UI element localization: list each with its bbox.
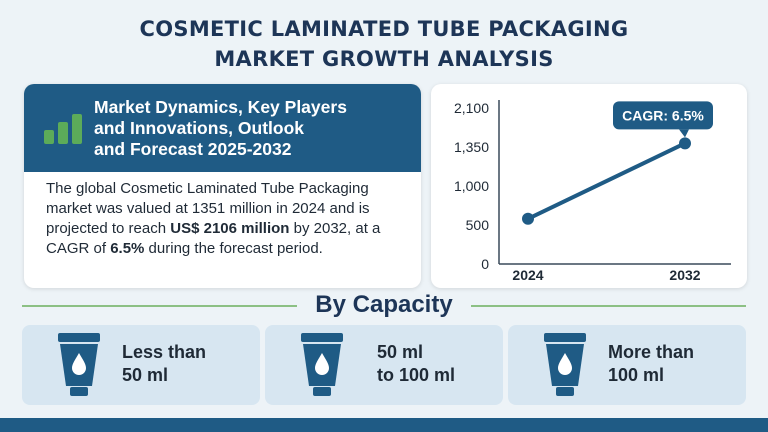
capacity-heading: By Capacity bbox=[315, 291, 453, 318]
y-tick-label: 1,350 bbox=[454, 139, 489, 155]
cagr-callout-box bbox=[613, 101, 713, 130]
page-title-line-2: MARKET GROWTH ANALYSIS bbox=[214, 47, 554, 71]
section-divider-left bbox=[22, 305, 297, 307]
capacity-label-line-2: 100 ml bbox=[608, 365, 665, 385]
summary-heading-line-1: Market Dynamics, Key Players bbox=[94, 97, 347, 117]
capacity-label-line-2: 50 ml bbox=[122, 365, 169, 385]
capacity-label-large: More than 100 ml bbox=[608, 341, 694, 387]
summary-card: Market Dynamics, Key Players and Innovat… bbox=[24, 84, 421, 288]
cosmetic-tube-icon bbox=[544, 333, 586, 396]
summary-text-2: million in 2024 and is projected to reac… bbox=[46, 200, 370, 237]
cosmetic-tube-icon bbox=[301, 333, 343, 396]
cagr-callout-label: CAGR: 6.5% bbox=[622, 107, 704, 123]
valuation-2032: US$ 2106 million bbox=[170, 220, 290, 237]
capacity-label-line-1: Less than bbox=[122, 342, 207, 362]
y-tick-label: 1,000 bbox=[454, 178, 489, 194]
y-tick-label: 0 bbox=[481, 256, 489, 272]
growth-line-chart: 0 500 1,000 1,350 2,100 2024 2032 CAGR: 6.5% bbox=[454, 100, 731, 283]
capacity-segment-medium: 50 ml to 100 ml bbox=[265, 325, 503, 405]
footer-bar bbox=[0, 418, 768, 432]
summary-heading-line-3: and Forecast 2025-2032 bbox=[94, 139, 292, 159]
capacity-segment-large: More than 100 ml bbox=[508, 325, 746, 405]
cosmetic-tube-icon bbox=[58, 333, 100, 396]
capacity-segment-small: Less than 50 ml bbox=[22, 325, 260, 405]
summary-text-4: during the forecast period. bbox=[144, 240, 323, 257]
valuation-2024: 1351 bbox=[191, 200, 226, 217]
cagr-callout-pointer bbox=[679, 129, 689, 138]
y-tick-label: 500 bbox=[466, 217, 490, 233]
summary-text-3: by 2032, at a CAGR of bbox=[46, 220, 381, 257]
cagr-value: 6.5% bbox=[110, 240, 145, 257]
bar-chart-icon bbox=[44, 114, 82, 144]
data-point bbox=[679, 137, 691, 150]
x-tick-label: 2032 bbox=[669, 267, 700, 283]
summary-text-1: The global Cosmetic Laminated Tube Packa… bbox=[46, 180, 369, 217]
section-divider-right bbox=[471, 305, 746, 307]
capacity-label-line-1: 50 ml bbox=[377, 342, 424, 362]
capacity-label-line-2: to 100 ml bbox=[377, 365, 456, 385]
summary-card-header: Market Dynamics, Key Players and Innovat… bbox=[24, 84, 421, 172]
page-title: COSMETIC LAMINATED TUBE PACKAGING MARKET… bbox=[0, 14, 768, 74]
capacity-label-medium: 50 ml to 100 ml bbox=[377, 341, 455, 387]
page-title-line-1: COSMETIC LAMINATED TUBE PACKAGING bbox=[139, 17, 629, 41]
summary-paragraph: The global Cosmetic Laminated Tube Packa… bbox=[46, 179, 411, 259]
series-line bbox=[526, 141, 687, 221]
summary-heading-line-2: and Innovations, Outlook bbox=[94, 118, 304, 138]
growth-chart-card: 0 500 1,000 1,350 2,100 2024 2032 CAGR: 6.5% bbox=[431, 84, 747, 288]
x-tick-label: 2024 bbox=[512, 267, 543, 283]
data-point bbox=[522, 212, 534, 225]
y-tick-label: 2,100 bbox=[454, 100, 489, 116]
summary-card-heading: Market Dynamics, Key Players and Innovat… bbox=[94, 97, 414, 160]
capacity-label-line-1: More than bbox=[608, 342, 695, 362]
capacity-label-small: Less than 50 ml bbox=[122, 341, 206, 387]
